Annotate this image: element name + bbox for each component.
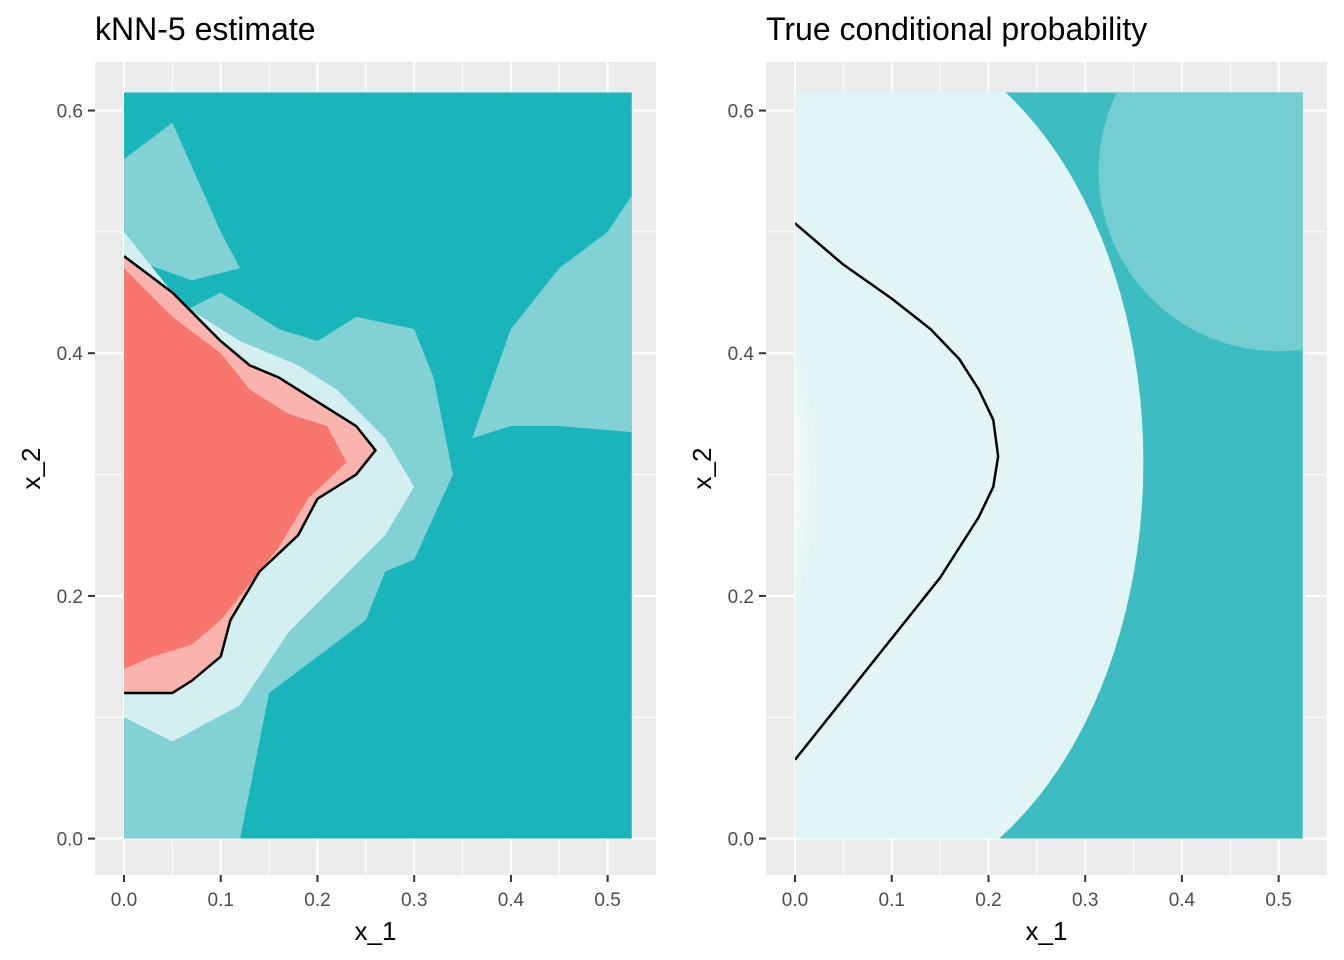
knn-panel: 0.0 0.1 0.2 0.3 0.4 0.5 0.0 0.2 0.4 0.6 kNN-5 esti… [16, 11, 656, 946]
heatmap-light-patch [472, 195, 632, 439]
heatmap-red-region [124, 268, 347, 669]
y-tick-label: 0.6 [57, 102, 83, 123]
y-tick-label: 0.6 [728, 102, 754, 123]
true-probability-panel: 0.0 0.1 0.2 0.3 0.4 0.5 0.0 0.2 0.4 0.6 True condi… [687, 11, 1327, 946]
x-tick-label: 0.1 [208, 890, 234, 911]
y-tick-label: 0.0 [57, 830, 83, 851]
y-axis-label: x_2 [687, 448, 717, 490]
decision-boundary [795, 222, 1000, 761]
y-tick-label: 0.4 [57, 344, 84, 365]
x-tick-label: 0.2 [975, 890, 1001, 911]
heatmap-area [795, 92, 1303, 839]
x-tick-label: 0.0 [111, 890, 137, 911]
heatmap-light-patch [124, 122, 241, 281]
y-axis-label: x_2 [16, 448, 46, 490]
x-tick-label: 0.4 [498, 890, 525, 911]
x-tick-label: 0.1 [879, 890, 905, 911]
decision-boundary [124, 255, 377, 695]
heatmap-light-zone [1098, 92, 1303, 352]
y-tick-label: 0.2 [728, 587, 754, 608]
y-tick-label: 0.4 [728, 344, 755, 365]
chart-title: True conditional probability [766, 11, 1147, 47]
x-tick-label: 0.4 [1169, 890, 1196, 911]
chart-title: kNN-5 estimate [95, 11, 316, 47]
x-tick-label: 0.3 [401, 890, 427, 911]
x-tick-label: 0.5 [1265, 890, 1291, 911]
x-axis-label: x_1 [355, 916, 397, 946]
y-tick-label: 0.2 [57, 587, 83, 608]
y-tick-label: 0.0 [728, 830, 754, 851]
heatmap-red-core [795, 184, 1025, 765]
x-tick-label: 0.0 [782, 890, 808, 911]
x-axis-label: x_1 [1026, 916, 1068, 946]
x-tick-label: 0.2 [304, 890, 330, 911]
x-tick-label: 0.5 [594, 890, 620, 911]
heatmap-area [124, 92, 632, 839]
x-tick-label: 0.3 [1072, 890, 1098, 911]
